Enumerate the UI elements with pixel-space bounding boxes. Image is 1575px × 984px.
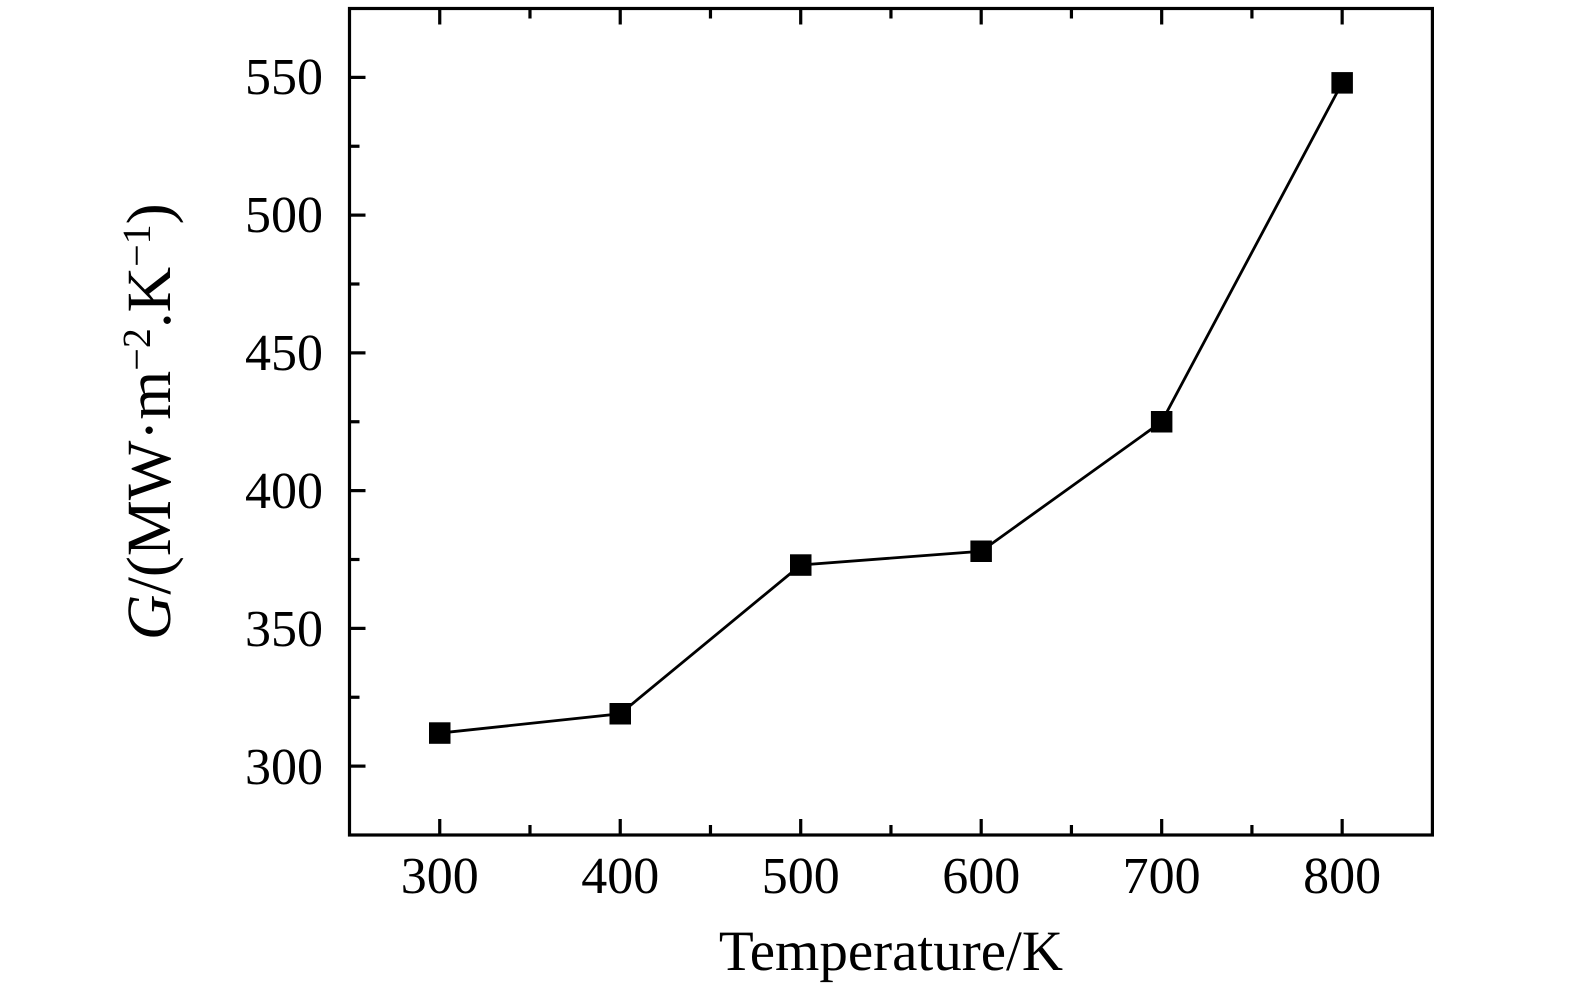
svg-text:300: 300	[401, 848, 479, 905]
svg-text:G/(MW·m−2.K−1): G/(MW·m−2.K−1)	[114, 203, 184, 640]
svg-text:400: 400	[581, 848, 659, 905]
svg-text:700: 700	[1123, 848, 1201, 905]
svg-text:800: 800	[1303, 848, 1381, 905]
svg-text:350: 350	[245, 601, 323, 658]
svg-text:450: 450	[245, 325, 323, 382]
svg-text:600: 600	[942, 848, 1020, 905]
svg-text:300: 300	[245, 739, 323, 796]
svg-text:500: 500	[245, 187, 323, 244]
svg-text:400: 400	[245, 463, 323, 520]
svg-text:Temperature/K: Temperature/K	[719, 920, 1063, 983]
svg-text:550: 550	[245, 49, 323, 106]
svg-text:500: 500	[762, 848, 840, 905]
